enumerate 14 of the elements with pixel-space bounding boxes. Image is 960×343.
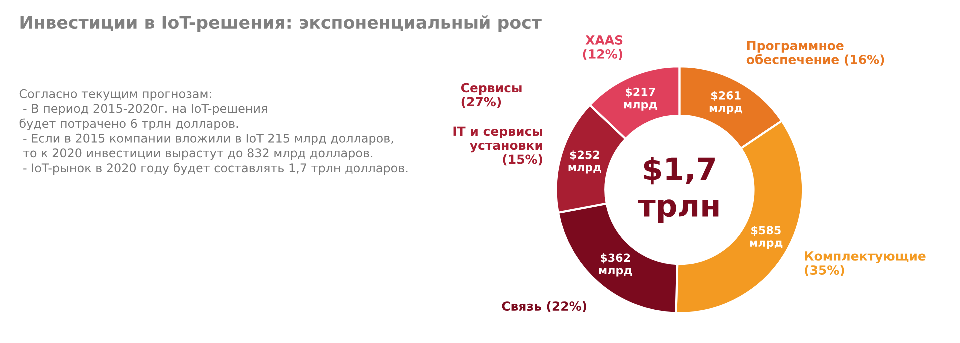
text: Инвестиции в IoT-решения: экспоненциальный рост	[20, 16, 542, 32]
slice-label: IT и сервисы установки (15%)	[454, 126, 542, 166]
text: Сервисы (27%)	[461, 83, 522, 108]
text: $1,7 трлн	[638, 156, 719, 224]
data-label: $217 млрд	[624, 88, 658, 111]
data-label: $362 млрд	[599, 254, 632, 277]
data-label: $585 млрд	[750, 226, 783, 250]
data-label: $252 млрд	[568, 150, 602, 174]
slice-label: Комплектующие (35%)	[805, 252, 926, 276]
slice-label: Связь (22%)	[502, 301, 586, 312]
slice-label: Программное обеспечение (16%)	[746, 41, 884, 66]
slice-label: XAAS (12%)	[583, 35, 623, 60]
text: Согласно текущим прогнозам: - В период 2015-2020г. на IoT-решения будет потрачено 6 трлн долларов. - Если в 2015 компании вложили в IoT 215 млрд долларов, то к 2020 инвестиции вырастут до 832 млрд долларов. - IoT-рынок в 2020 году будет составлять 1,7 трлн долларов.	[20, 89, 408, 175]
data-label: $261 млрд	[710, 91, 743, 114]
